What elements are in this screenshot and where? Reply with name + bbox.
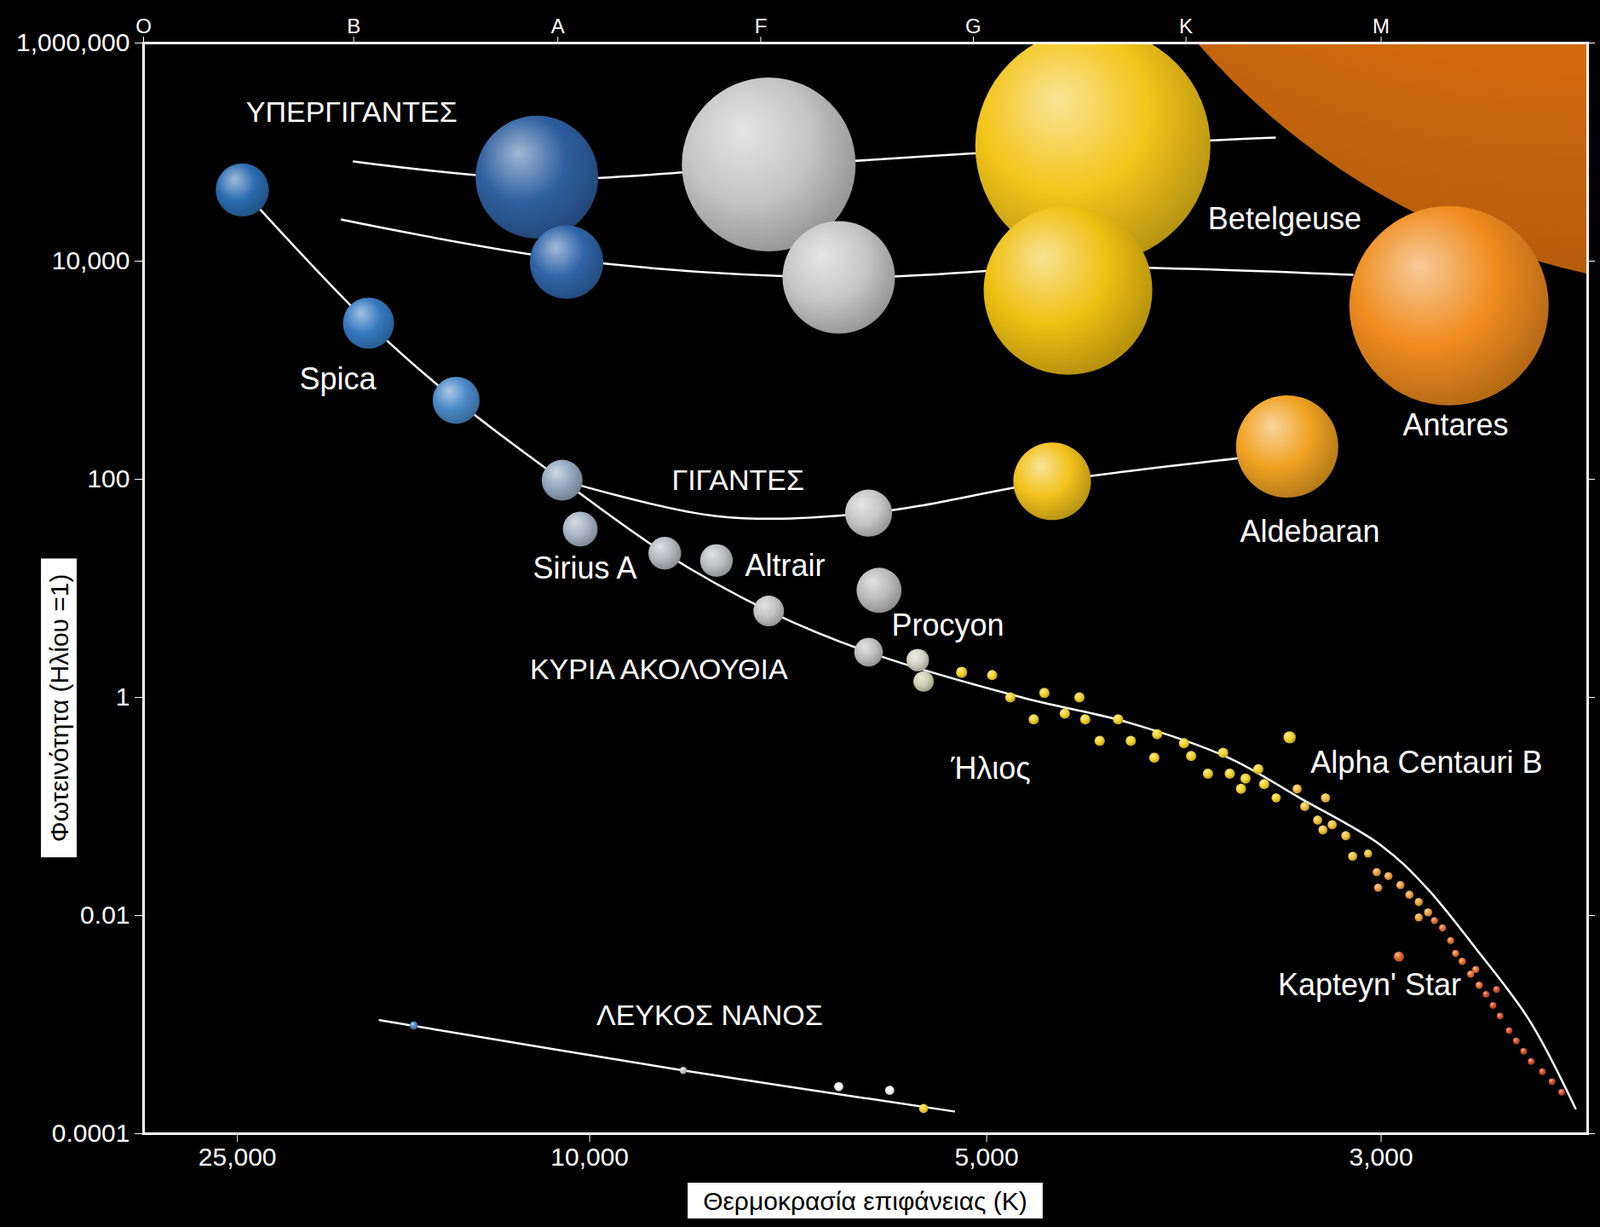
svg-text:O: O [135,14,152,38]
svg-text:ΓΙΓΑΝΤΕΣ: ΓΙΓΑΝΤΕΣ [671,463,804,496]
svg-text:3,000: 3,000 [1349,1142,1414,1171]
svg-text:10,000: 10,000 [51,246,131,275]
svg-text:ΛΕΥΚΟΣ ΝΑΝΟΣ: ΛΕΥΚΟΣ ΝΑΝΟΣ [596,998,824,1031]
svg-text:10,000: 10,000 [550,1142,629,1171]
svg-text:Aldebaran: Aldebaran [1239,513,1380,549]
svg-text:Altrair: Altrair [744,547,825,583]
svg-text:M: M [1372,14,1390,38]
svg-text:5,000: 5,000 [955,1142,1019,1171]
svg-text:25,000: 25,000 [198,1142,277,1171]
svg-text:A: A [551,14,565,38]
svg-text:Betelgeuse: Betelgeuse [1208,201,1362,236]
svg-text:Φωτεινότητα (Ηλίου =1): Φωτεινότητα (Ηλίου =1) [45,573,74,842]
svg-text:Alpha Centauri B: Alpha Centauri B [1310,744,1543,780]
svg-text:Sirius A: Sirius A [533,550,638,586]
svg-text:Antares: Antares [1402,407,1508,443]
svg-text:ΚΥΡΙΑ ΑΚΟΛΟΥΘΙΑ: ΚΥΡΙΑ ΑΚΟΛΟΥΘΙΑ [529,652,789,685]
svg-text:Kapteyn' Star: Kapteyn' Star [1277,966,1462,1002]
svg-text:1,000,000: 1,000,000 [16,28,130,57]
svg-text:0.01: 0.01 [80,900,130,929]
svg-text:0.0001: 0.0001 [51,1118,131,1147]
svg-text:Procyon: Procyon [891,607,1004,643]
svg-text:K: K [1179,14,1193,38]
svg-text:Ήλιος: Ήλιος [949,750,1031,786]
svg-text:ΥΠΕΡΓΙΓΑΝΤΕΣ: ΥΠΕΡΓΙΓΑΝΤΕΣ [246,95,458,128]
svg-text:100: 100 [86,464,130,493]
svg-text:B: B [346,14,361,38]
svg-text:Θερμοκρασία επιφάνειας (K): Θερμοκρασία επιφάνειας (K) [702,1186,1028,1215]
svg-text:1: 1 [115,682,131,711]
svg-text:G: G [965,14,982,38]
svg-text:F: F [754,14,768,38]
svg-text:Spica: Spica [299,361,377,397]
